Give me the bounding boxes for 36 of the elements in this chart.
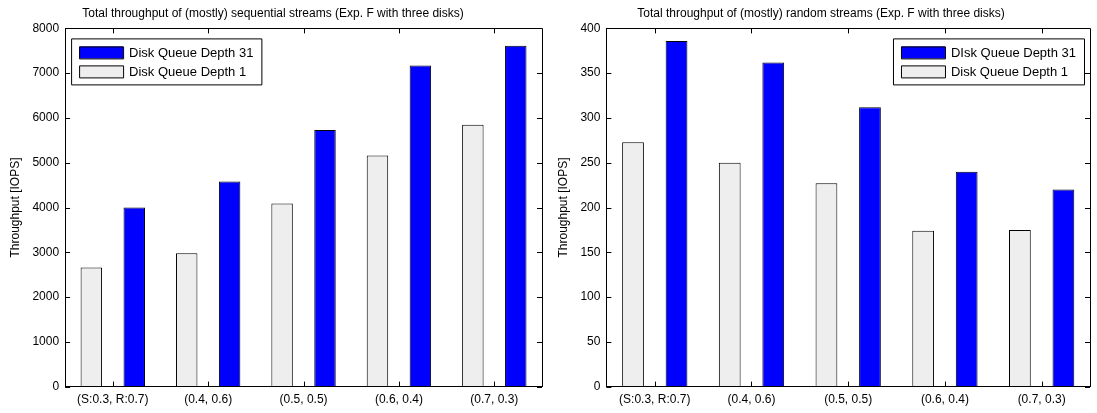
y-tick-label: 250 (580, 155, 601, 170)
chart-title: Total throughput of (mostly) sequential streams (Exp. F with three disks) (82, 5, 464, 20)
chart-title: Total throughput of (mostly) random streams (Exp. F with three disks) (637, 5, 1005, 20)
x-tick-label: (S:0.3, R:0.7) (77, 392, 149, 407)
x-tick-label: (0.5, 0.5) (824, 392, 873, 407)
x-tick-label: (0.6, 0.4) (920, 392, 969, 407)
y-tick-label: 2000 (32, 289, 60, 304)
y-tick-label: 7000 (32, 65, 60, 80)
y-tick-label: 4000 (32, 199, 60, 214)
x-tick-label: (0.7, 0.3) (470, 392, 519, 407)
y-tick-label: 0 (52, 378, 60, 393)
y-tick-label: 400 (580, 20, 601, 35)
y-tick-label: 6000 (32, 110, 60, 125)
x-tick-label: (0.7, 0.3) (1017, 392, 1066, 407)
y-tick-label: 350 (580, 65, 601, 80)
legend-label: Disk Queue Depth 31 (129, 44, 254, 60)
legend-label: Disk Queue Depth 1 (950, 63, 1069, 79)
x-tick-label: (S:0.3, R:0.7) (619, 392, 691, 407)
x-tick-label: (0.6, 0.4) (374, 392, 423, 407)
y-tick-label: 0 (593, 378, 601, 393)
y-tick-label: 5000 (32, 155, 60, 170)
legend-label: DIsk Queue Depth 31 (950, 44, 1077, 60)
x-tick-label: (0.5, 0.5) (279, 392, 328, 407)
y-tick-label: 3000 (32, 244, 60, 259)
x-tick-label: (0.4, 0.6) (184, 392, 233, 407)
x-tick-label: (0.4, 0.6) (727, 392, 776, 407)
y-tick-label: 50 (587, 334, 601, 349)
y-tick-label: 300 (580, 110, 601, 125)
y-tick-label: 150 (580, 244, 601, 259)
y-tick-label: 1000 (32, 334, 60, 349)
legend-label: Disk Queue Depth 1 (129, 63, 247, 79)
y-axis-title: Throughput [IOPS] (555, 157, 570, 258)
y-tick-label: 8000 (32, 20, 60, 35)
y-axis-title: Throughput [IOPS] (7, 157, 22, 258)
y-tick-label: 200 (580, 199, 601, 214)
y-tick-label: 100 (580, 289, 601, 304)
